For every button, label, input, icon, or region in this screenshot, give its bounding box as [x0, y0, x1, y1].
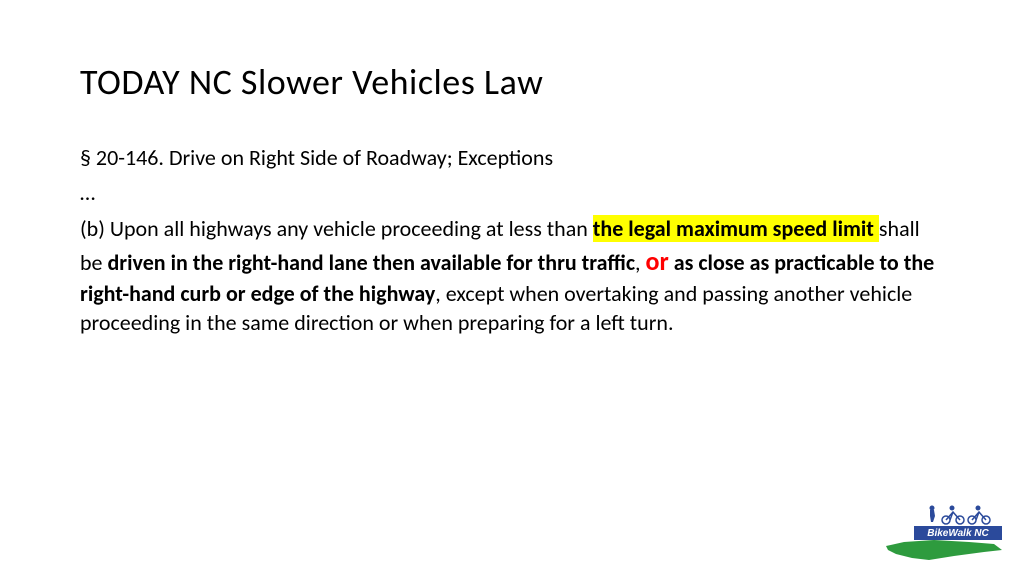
logo-banner-text: BikeWalk NC	[927, 528, 989, 539]
logo-figures-icon	[930, 506, 991, 525]
para-comma1: ,	[635, 249, 645, 276]
highlight-legal-max: the legal maximum speed limit	[593, 215, 879, 242]
slide-title: TODAY NC Slower Vehicles Law	[80, 60, 944, 104]
nc-state-shape-icon	[886, 540, 1002, 560]
statute-body: (b) Upon all highways any vehicle procee…	[80, 214, 944, 338]
para-prefix: (b) Upon all highways any vehicle procee…	[80, 215, 593, 242]
or-word: or	[646, 245, 669, 277]
bikewalk-nc-logo: BikeWalk NC	[884, 502, 1004, 562]
slide-container: TODAY NC Slower Vehicles Law § 20-146. D…	[0, 0, 1024, 378]
ellipsis: …	[80, 179, 944, 206]
statute-heading: § 20-146. Drive on Right Side of Roadway…	[80, 144, 944, 171]
bold-right-lane: driven in the right-hand lane then avail…	[107, 249, 635, 276]
logo-svg: BikeWalk NC	[884, 502, 1004, 562]
